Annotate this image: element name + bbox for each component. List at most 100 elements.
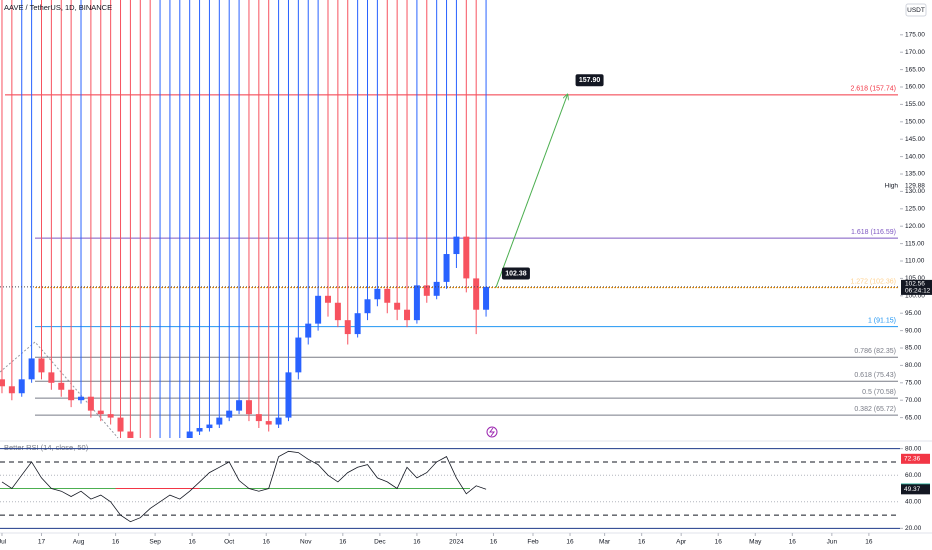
x-tick-label: 16 xyxy=(715,539,723,546)
x-tick-label: Aug xyxy=(73,539,85,546)
fib-label: 0.382 (65.72) xyxy=(854,406,896,413)
candle-body xyxy=(245,400,252,415)
x-tick-label: 16 xyxy=(789,539,797,546)
x-tick-label: 16 xyxy=(339,539,347,546)
y-tick-label: 160.00 xyxy=(905,84,925,91)
price-callout-box xyxy=(575,74,604,87)
price-callout: 157.90 xyxy=(579,77,601,84)
candle-body xyxy=(433,281,440,296)
candle-body xyxy=(374,288,381,300)
y-tick-label: 155.00 xyxy=(905,101,925,108)
x-tick-label: 16 xyxy=(490,539,498,546)
fib-label: 1 (91.15) xyxy=(868,317,896,324)
candle-body xyxy=(423,285,430,296)
rsi-tag-label: 49.37 xyxy=(904,486,921,493)
x-tick-label: 16 xyxy=(413,539,421,546)
rsi-line xyxy=(1,450,487,523)
candle-body xyxy=(285,372,292,418)
y-tick-label: 100.00 xyxy=(905,293,925,300)
candle-body xyxy=(315,295,322,324)
rsi-tag-label: 72.36 xyxy=(904,456,921,463)
candle-body xyxy=(0,379,5,387)
candle-body xyxy=(48,372,55,383)
x-tick-label: Jun xyxy=(827,539,838,546)
candle-body xyxy=(463,236,470,279)
candle-body xyxy=(265,421,272,425)
x-tick-label: Apr xyxy=(676,539,687,546)
y-tick-label: 130.00 xyxy=(905,188,925,195)
candle-body xyxy=(87,396,94,411)
candle-body xyxy=(344,320,351,335)
candle-body xyxy=(324,295,331,303)
x-tick-label: Dec xyxy=(374,539,386,546)
candle-body xyxy=(275,417,282,425)
y-tick-label: 110.00 xyxy=(905,258,925,265)
fib-label: 2.618 (157.74) xyxy=(850,86,896,93)
y-tick-label: 85.00 xyxy=(905,345,922,352)
chart-title: AAVE / TetherUS, 1D, BINANCE xyxy=(4,3,112,12)
y-tick-label: 150.00 xyxy=(905,119,925,126)
candle-body xyxy=(364,299,371,314)
y-tick-label: 65.00 xyxy=(905,414,922,421)
fib-label: 1.618 (116.59) xyxy=(851,229,896,236)
candle-body xyxy=(295,337,302,373)
candle-body xyxy=(216,417,223,425)
candle-body xyxy=(453,236,460,255)
y-tick-label: 135.00 xyxy=(905,171,925,178)
last-price-label: 102.56 xyxy=(905,281,925,288)
currency-box[interactable] xyxy=(905,3,927,17)
x-tick-label: 16 xyxy=(263,539,271,546)
candle-body xyxy=(186,431,193,438)
price-callout: 102.38 xyxy=(505,270,527,277)
y-tick-label: 120.00 xyxy=(905,223,925,230)
x-tick-label: Mar xyxy=(599,539,611,546)
candle-body xyxy=(38,358,45,373)
high-value: 129.88 xyxy=(905,183,925,190)
y-tick-label: 75.00 xyxy=(905,380,922,387)
rsi-tag xyxy=(901,453,930,464)
x-tick-label: 16 xyxy=(112,539,120,546)
candle-body xyxy=(443,254,450,282)
candle-body xyxy=(127,431,134,438)
high-name: High xyxy=(885,183,899,190)
rsi-tick-label: 60.00 xyxy=(905,472,922,479)
event-icon[interactable] xyxy=(486,426,498,438)
countdown-label: 06:24:12 xyxy=(905,288,931,295)
candle-body xyxy=(28,358,35,380)
currency[interactable]: USDT xyxy=(907,7,925,14)
indicator-title: Better RSI (14, close, 50) xyxy=(4,443,89,452)
y-tick-label: 165.00 xyxy=(905,66,925,73)
y-tick-label: 145.00 xyxy=(905,136,925,143)
x-tick-label: 16 xyxy=(189,539,197,546)
x-tick-label: Sep xyxy=(149,539,161,546)
fib-label: 0.618 (75.43) xyxy=(854,372,896,379)
fib-label: 0.786 (82.35) xyxy=(854,348,896,355)
x-tick-label: 17 xyxy=(38,539,46,546)
x-tick-label: 16 xyxy=(566,539,574,546)
fib-label: 1.272 (102.36) xyxy=(850,278,896,285)
price-callout-box xyxy=(501,267,530,280)
candle-body xyxy=(354,313,361,335)
rsi-tag xyxy=(901,484,930,495)
y-tick-label: 175.00 xyxy=(905,32,925,39)
candle-body xyxy=(255,414,262,422)
y-tick-label: 140.00 xyxy=(905,153,925,160)
candle-body xyxy=(334,302,341,321)
candle-body xyxy=(18,379,25,394)
candle-body xyxy=(483,286,490,310)
candle-body xyxy=(58,382,65,390)
x-tick-label: May xyxy=(749,539,762,546)
x-tick-label: 2024 xyxy=(449,539,464,546)
candle-body xyxy=(384,288,391,303)
y-tick-label: 170.00 xyxy=(905,49,925,56)
candle-body xyxy=(394,302,401,310)
y-tick-label: 70.00 xyxy=(905,397,922,404)
candle-body xyxy=(8,386,15,394)
y-tick-label: 125.00 xyxy=(905,206,925,213)
rsi-tick-label: 20.00 xyxy=(905,525,922,532)
x-tick-label: Oct xyxy=(224,539,234,546)
candle-body xyxy=(305,323,312,338)
candle-body xyxy=(236,400,243,411)
projection-line xyxy=(495,94,568,288)
